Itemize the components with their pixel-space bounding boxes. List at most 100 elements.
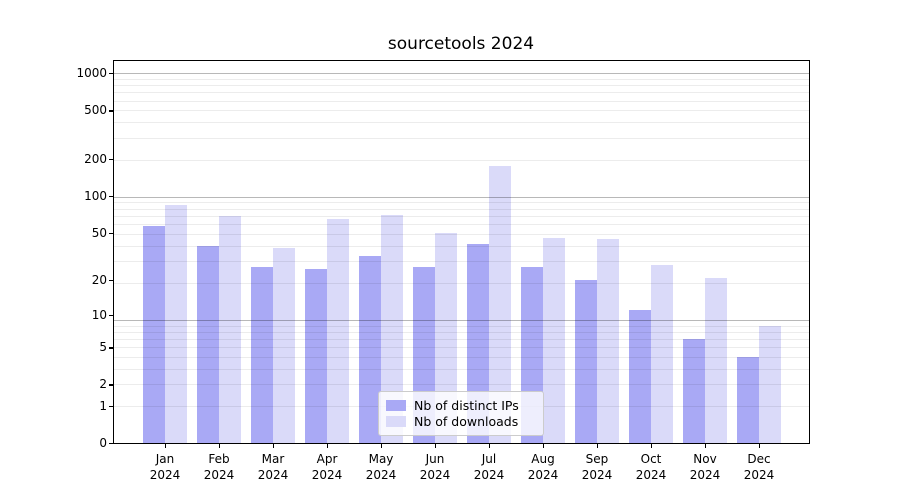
bar-ips-Mar (251, 266, 273, 444)
x-tick-label-sep: Sep 2024 (581, 452, 613, 482)
y-tick-label: 1 (99, 399, 107, 414)
x-tick-mark (543, 444, 545, 448)
y-axis-labels: 0 1 2 5 10 20 50 100 200 500 1000 (0, 0, 107, 500)
y-tick-mark (109, 347, 113, 349)
bar-downloads-May (381, 215, 403, 444)
gridline-minor (113, 331, 810, 333)
x-tick-mark (705, 444, 707, 448)
bar-downloads-Oct (651, 264, 673, 444)
legend-swatch-ips (386, 399, 406, 411)
bar-downloads-Nov (705, 277, 727, 444)
gridline-minor (113, 78, 810, 80)
x-tick-mark (651, 444, 653, 448)
bar-downloads-Jul (489, 165, 511, 444)
y-tick-mark (109, 384, 113, 386)
y-tick-label: 10 (91, 307, 107, 322)
y-tick-label: 0 (99, 436, 107, 451)
x-tick-label-apr: Apr 2024 (311, 452, 343, 482)
legend-swatch-downloads (386, 416, 406, 428)
gridline-minor (113, 92, 810, 94)
y-tick-label: 100 (84, 189, 107, 204)
x-tick-label-jun: Jun 2024 (419, 452, 451, 482)
legend-label-ips: Nb of distinct IPs (414, 397, 519, 413)
bar-downloads-Sep (597, 239, 619, 444)
gridline-minor (113, 233, 810, 235)
y-tick-mark (109, 232, 113, 234)
gridline-minor (113, 208, 810, 210)
y-tick-label: 50 (91, 225, 107, 240)
bar-ips-Sep (575, 280, 597, 444)
x-tick-mark (165, 444, 167, 448)
y-tick-mark (109, 196, 113, 198)
y-tick-label: 200 (84, 152, 107, 167)
y-tick-mark (109, 406, 113, 408)
y-tick-mark (109, 110, 113, 112)
gridline-major (113, 73, 810, 75)
bar-ips-Nov (683, 339, 705, 444)
y-tick-label: 500 (84, 103, 107, 118)
x-tick-label-dec: Dec 2024 (743, 452, 775, 482)
gridline-minor (113, 347, 810, 349)
bar-downloads-Feb (219, 215, 241, 444)
gridline-minor (113, 245, 810, 247)
gridline-minor (113, 137, 810, 139)
x-tick-mark (327, 444, 329, 448)
x-tick-label-feb: Feb 2024 (203, 452, 235, 482)
legend-entry-ips: Nb of distinct IPs (386, 397, 534, 414)
x-tick-mark (273, 444, 275, 448)
bar-downloads-Mar (273, 248, 295, 444)
y-tick-label: 20 (91, 273, 107, 288)
x-tick-label-aug: Aug 2024 (527, 452, 559, 482)
bar-downloads-Dec (759, 325, 781, 444)
bar-ips-Dec (737, 357, 759, 444)
x-tick-mark (435, 444, 437, 448)
bar-downloads-Apr (327, 218, 349, 444)
x-tick-label-jul: Jul 2024 (473, 452, 505, 482)
bar-downloads-Jan (165, 204, 187, 444)
gridline-minor (113, 100, 810, 102)
gridline-minor (113, 224, 810, 226)
y-tick-mark (109, 73, 113, 75)
x-tick-label-jan: Jan 2024 (149, 452, 181, 482)
gridline-minor (113, 215, 810, 217)
gridline-major (113, 319, 810, 321)
gridline-minor (113, 261, 810, 263)
gridline-minor (113, 122, 810, 124)
x-tick-label-nov: Nov 2024 (689, 452, 721, 482)
gridline-minor (113, 202, 810, 204)
legend-label-downloads: Nb of downloads (414, 414, 519, 430)
legend: Nb of distinct IPs Nb of downloads (378, 391, 544, 436)
bar-downloads-Aug (543, 238, 565, 444)
gridline-minor (113, 85, 810, 87)
gridline-major (113, 196, 810, 198)
y-tick-mark (109, 280, 113, 282)
gridline-minor (113, 339, 810, 341)
gridline-minor (113, 282, 810, 284)
gridline-minor (113, 159, 810, 161)
x-tick-label-mar: Mar 2024 (257, 452, 289, 482)
legend-entry-downloads: Nb of downloads (386, 414, 534, 431)
bar-ips-Jan (143, 225, 165, 444)
x-tick-label-oct: Oct 2024 (635, 452, 667, 482)
x-tick-mark (597, 444, 599, 448)
x-tick-mark (381, 444, 383, 448)
gridline-minor (113, 110, 810, 112)
x-tick-mark (759, 444, 761, 448)
bar-ips-Oct (629, 310, 651, 444)
gridline-minor (113, 369, 810, 371)
x-tick-label-may: May 2024 (365, 452, 397, 482)
gridline-minor (113, 357, 810, 359)
bar-ips-Feb (197, 245, 219, 444)
y-tick-mark (109, 314, 113, 317)
gridline-minor (113, 384, 810, 386)
y-tick-label: 5 (99, 340, 107, 355)
y-tick-label: 1000 (76, 66, 107, 81)
y-tick-mark (109, 159, 113, 161)
bar-downloads-Jun (435, 232, 457, 444)
x-tick-mark (489, 444, 491, 448)
x-tick-mark (219, 444, 221, 448)
chart-title: sourcetools 2024 (387, 34, 535, 54)
y-tick-label: 2 (99, 377, 107, 392)
bar-ips-May (359, 256, 381, 444)
